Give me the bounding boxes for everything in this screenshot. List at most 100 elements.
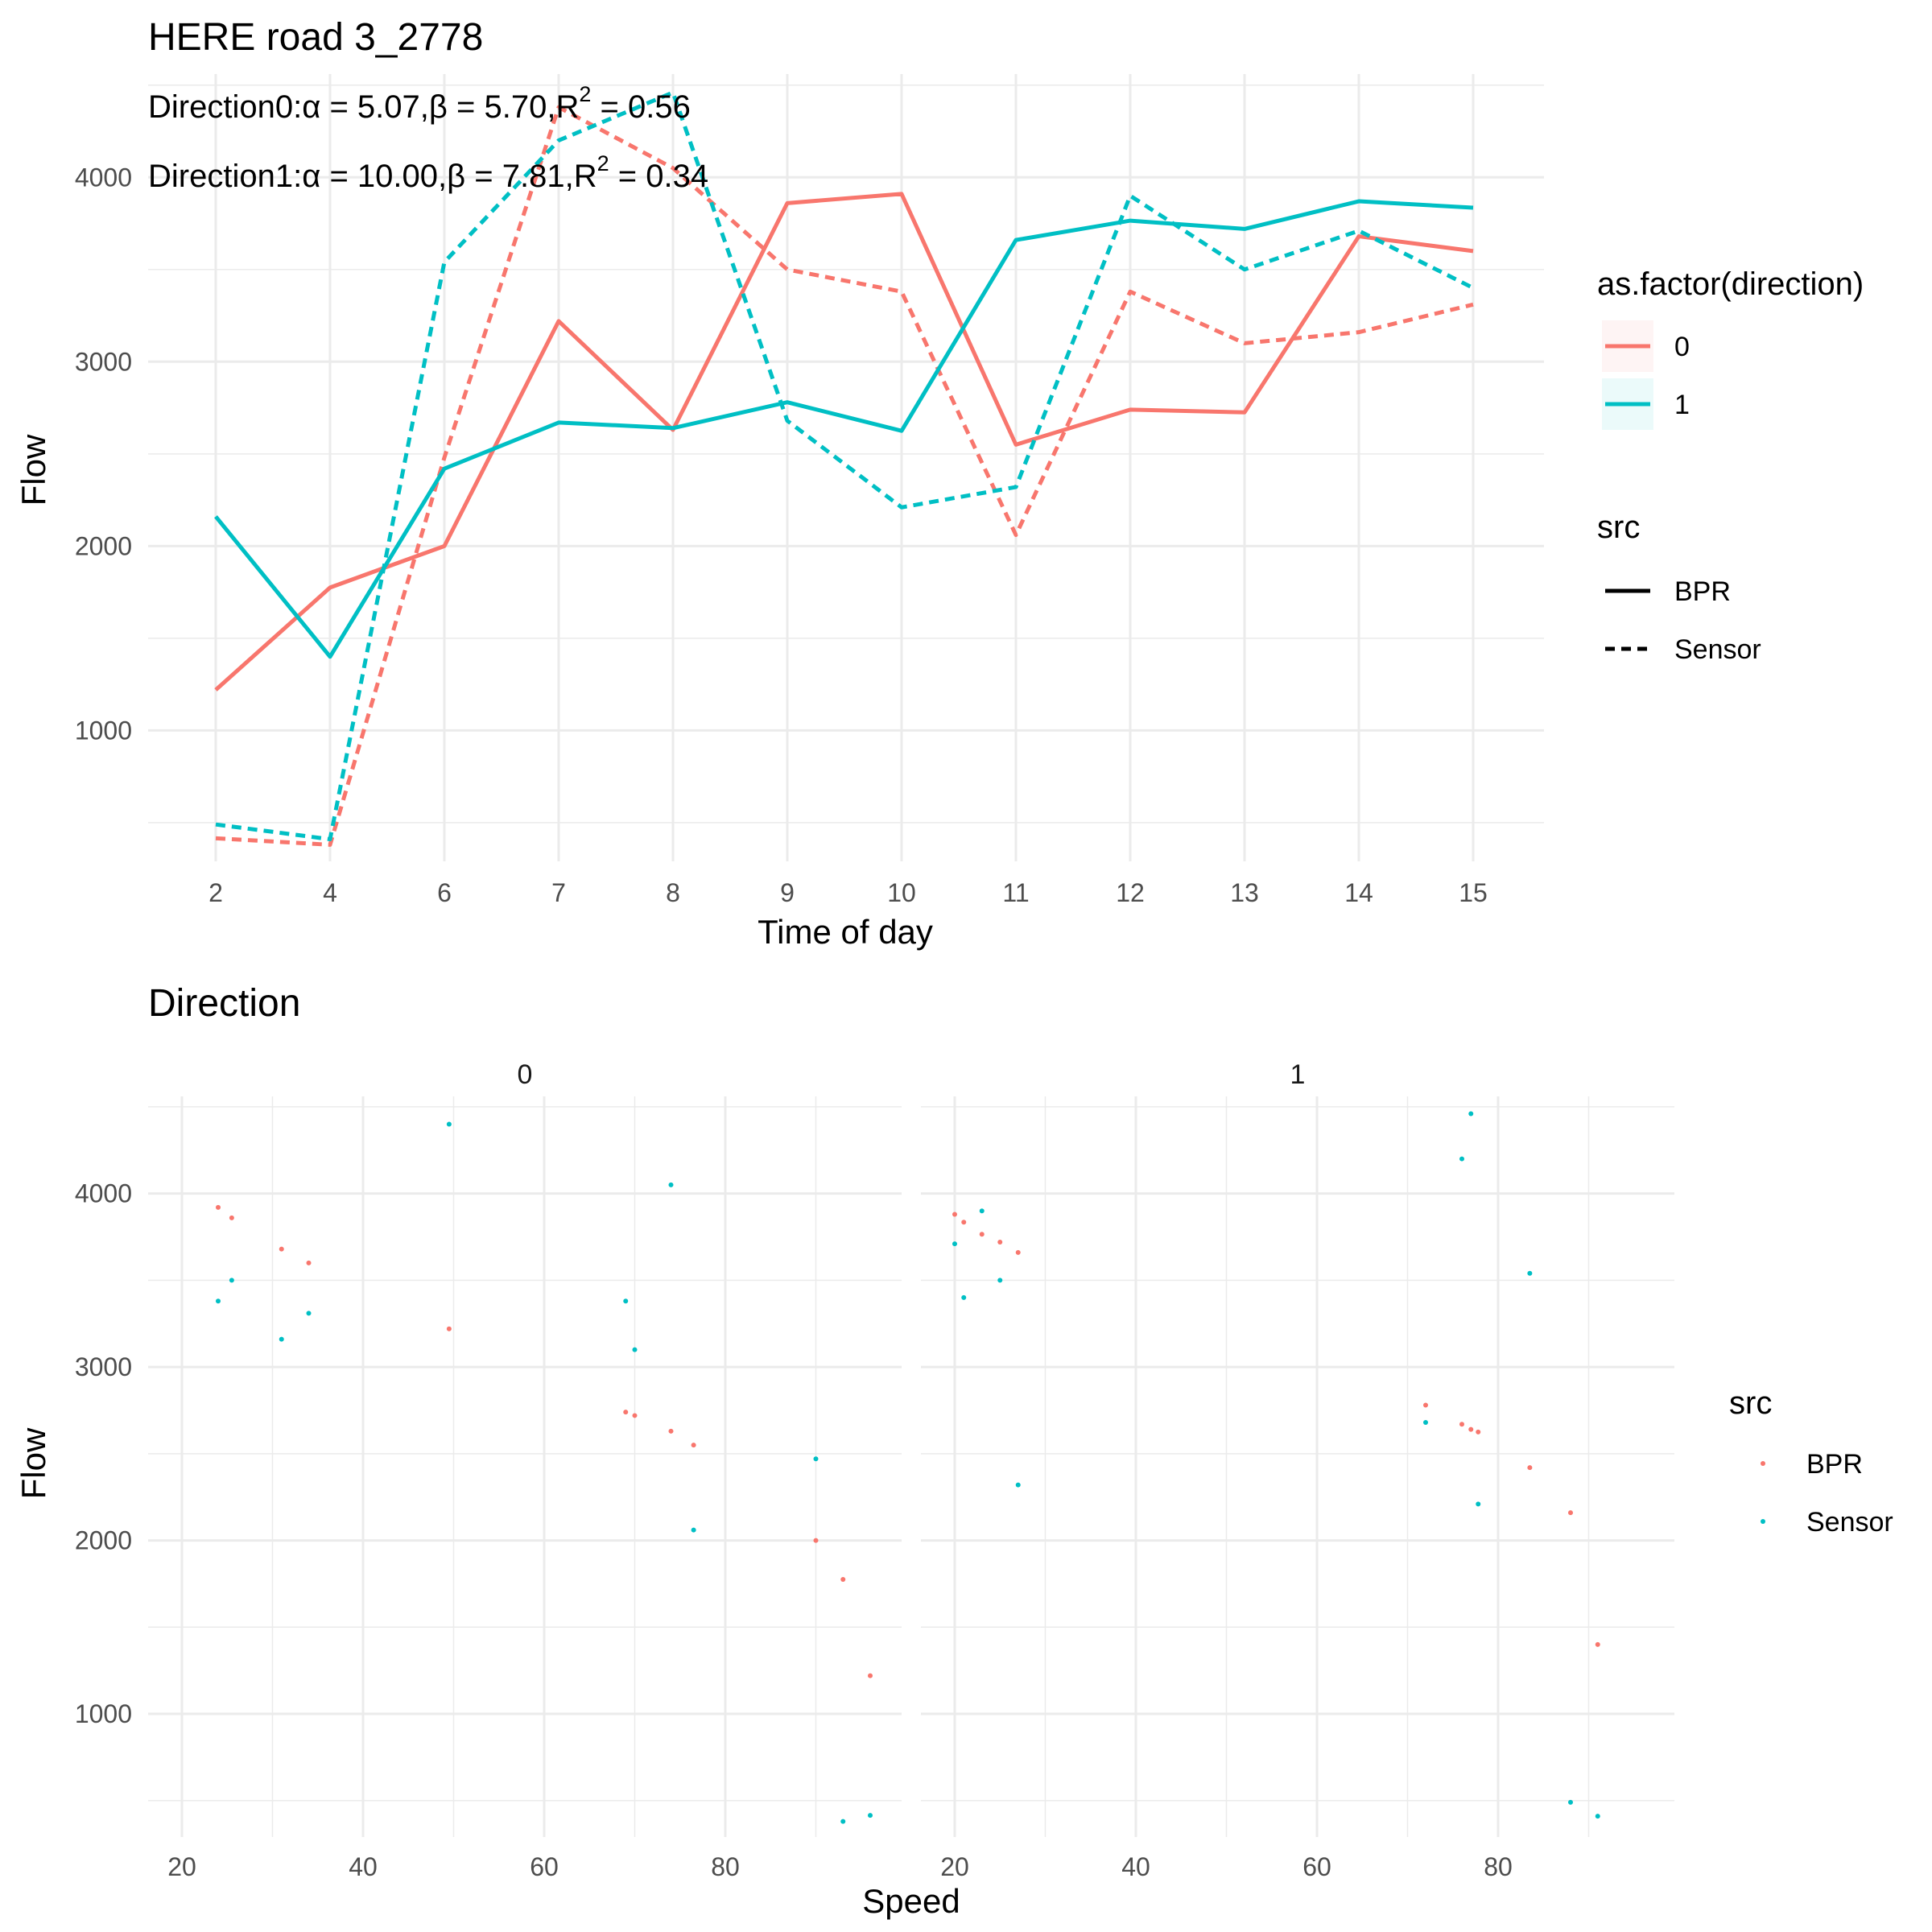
line-chart-y-ticks: 1000 2000 3000 4000: [75, 163, 132, 745]
legend-label-bpr: BPR: [1674, 576, 1731, 607]
y-tick-label: 2000: [75, 531, 132, 560]
scatter-point-bpr: [691, 1443, 696, 1448]
scatter-chart-x-ticks: 20 40 60 80 20 40 60 80: [167, 1852, 1513, 1881]
scatter-point-bpr: [229, 1215, 234, 1220]
x-tick-label: 20: [167, 1852, 196, 1881]
scatter-point-bpr: [961, 1220, 967, 1225]
scatter-point-bpr: [306, 1260, 312, 1265]
scatter-point-sensor: [952, 1241, 957, 1247]
scatter-point-bpr: [997, 1239, 1003, 1245]
scatter-legend-key-bpr: [1761, 1461, 1765, 1466]
legend-direction-title: as.factor(direction): [1597, 266, 1864, 302]
scatter-point-bpr: [1595, 1641, 1600, 1647]
panel-1-strip-label: 1: [1290, 1059, 1306, 1090]
scatter-point-sensor: [1459, 1156, 1464, 1162]
scatter-legend-label-bpr: BPR: [1806, 1449, 1863, 1480]
x-tick-label: 6: [437, 878, 452, 907]
series-line-dir0-sensor: [215, 105, 1474, 847]
scatter-point-bpr: [1527, 1465, 1533, 1471]
legend-label-dir1: 1: [1674, 390, 1690, 420]
scatter-point-sensor: [1568, 1799, 1573, 1805]
x-tick-label: 60: [1302, 1852, 1331, 1881]
x-tick-label: 8: [666, 878, 680, 907]
scatter-point-sensor: [446, 1121, 452, 1127]
x-tick-label: 11: [1002, 878, 1029, 907]
x-tick-label: 12: [1116, 878, 1145, 907]
scatter-point-sensor: [668, 1182, 674, 1187]
scatter-point-sensor: [868, 1813, 873, 1818]
line-chart: HERE road 3_2778 Direction0:α = 5.07,β =…: [14, 16, 1864, 951]
line-chart-series: [214, 90, 1475, 847]
panel-0-strip-label: 0: [518, 1059, 533, 1090]
y-tick-label: 3000: [75, 1352, 132, 1381]
scatter-point-sensor: [1595, 1814, 1600, 1819]
y-tick-label: 1000: [75, 1699, 132, 1728]
scatter-point-bpr: [979, 1232, 985, 1237]
series-line-dir0-bpr: [214, 192, 1474, 691]
scatter-point-bpr: [1459, 1422, 1464, 1427]
x-tick-label: 40: [349, 1852, 378, 1881]
scatter-point-bpr: [840, 1577, 846, 1583]
x-tick-label: 15: [1459, 878, 1488, 907]
scatter-chart: Direction 0 1 20 40 60 80 20 40 60 80 1000 2000 3…: [14, 982, 1893, 1920]
scatter-point-sensor: [840, 1818, 846, 1824]
series-line-dir1-bpr: [214, 199, 1474, 659]
line-chart-x-ticks: 2 4 6 7 8 9 10 11 12 13 14 15: [208, 878, 1488, 907]
x-tick-label: 40: [1121, 1852, 1150, 1881]
scatter-point-bpr: [952, 1212, 957, 1217]
scatter-point-sensor: [1423, 1420, 1428, 1426]
x-tick-label: 9: [780, 878, 795, 907]
scatter-legend-key-sensor: [1761, 1519, 1765, 1524]
scatter-point-sensor: [623, 1298, 629, 1304]
scatter-point-bpr: [1468, 1426, 1474, 1432]
scatter-point-sensor: [229, 1278, 234, 1283]
scatter-point-bpr: [868, 1673, 873, 1678]
x-tick-label: 80: [711, 1852, 740, 1881]
scatter-point-bpr: [632, 1413, 638, 1418]
legend-label-dir0: 0: [1674, 332, 1690, 362]
scatter-chart-y-ticks: 1000 2000 3000 4000: [75, 1179, 132, 1728]
scatter-point-bpr: [216, 1204, 221, 1210]
line-chart-x-axis-title: Time of day: [758, 913, 933, 951]
scatter-point-sensor: [1015, 1482, 1021, 1488]
scatter-point-sensor: [691, 1527, 696, 1533]
scatter-point-sensor: [997, 1278, 1003, 1283]
scatter-point-sensor: [632, 1347, 638, 1352]
scatter-chart-points: [216, 1111, 1600, 1824]
x-tick-label: 10: [887, 878, 916, 907]
direction0-annotation: Direction0:α = 5.07,β = 5.70,R2 = 0.56: [148, 82, 691, 125]
x-tick-label: 80: [1484, 1852, 1513, 1881]
x-tick-label: 7: [551, 878, 566, 907]
y-tick-label: 4000: [75, 163, 132, 192]
direction1-annotation: Direction1:α = 10.00,β = 7.81,R2 = 0.34: [148, 151, 708, 194]
scatter-point-bpr: [279, 1246, 284, 1252]
x-tick-label: 60: [530, 1852, 559, 1881]
scatter-point-sensor: [1476, 1501, 1481, 1507]
line-chart-title: HERE road 3_2778: [148, 16, 483, 59]
line-chart-legend: as.factor(direction) 0 1 src BPR Sensor: [1597, 266, 1864, 665]
scatter-point-bpr: [813, 1538, 819, 1543]
scatter-point-sensor: [1468, 1111, 1474, 1117]
scatter-chart-grid: [148, 1096, 1674, 1837]
scatter-point-bpr: [1568, 1510, 1573, 1516]
scatter-point-sensor: [306, 1311, 312, 1316]
scatter-point-bpr: [1423, 1402, 1428, 1408]
y-tick-label: 1000: [75, 716, 132, 745]
scatter-point-bpr: [1476, 1429, 1481, 1435]
scatter-chart-y-axis-title: Flow: [14, 1427, 52, 1499]
scatter-legend-label-sensor: Sensor: [1806, 1507, 1893, 1538]
y-tick-label: 2000: [75, 1526, 132, 1555]
scatter-legend-title: src: [1729, 1385, 1772, 1421]
legend-label-sensor: Sensor: [1674, 634, 1761, 665]
scatter-chart-x-axis-title: Speed: [862, 1882, 960, 1920]
scatter-point-bpr: [1015, 1249, 1021, 1255]
y-tick-label: 4000: [75, 1179, 132, 1208]
line-chart-y-axis-title: Flow: [14, 434, 52, 506]
x-tick-label: 2: [208, 878, 223, 907]
scatter-point-bpr: [446, 1326, 452, 1331]
scatter-point-bpr: [623, 1410, 629, 1415]
scatter-point-bpr: [668, 1428, 674, 1434]
scatter-chart-title: Direction: [148, 982, 300, 1025]
scatter-point-sensor: [216, 1298, 221, 1304]
